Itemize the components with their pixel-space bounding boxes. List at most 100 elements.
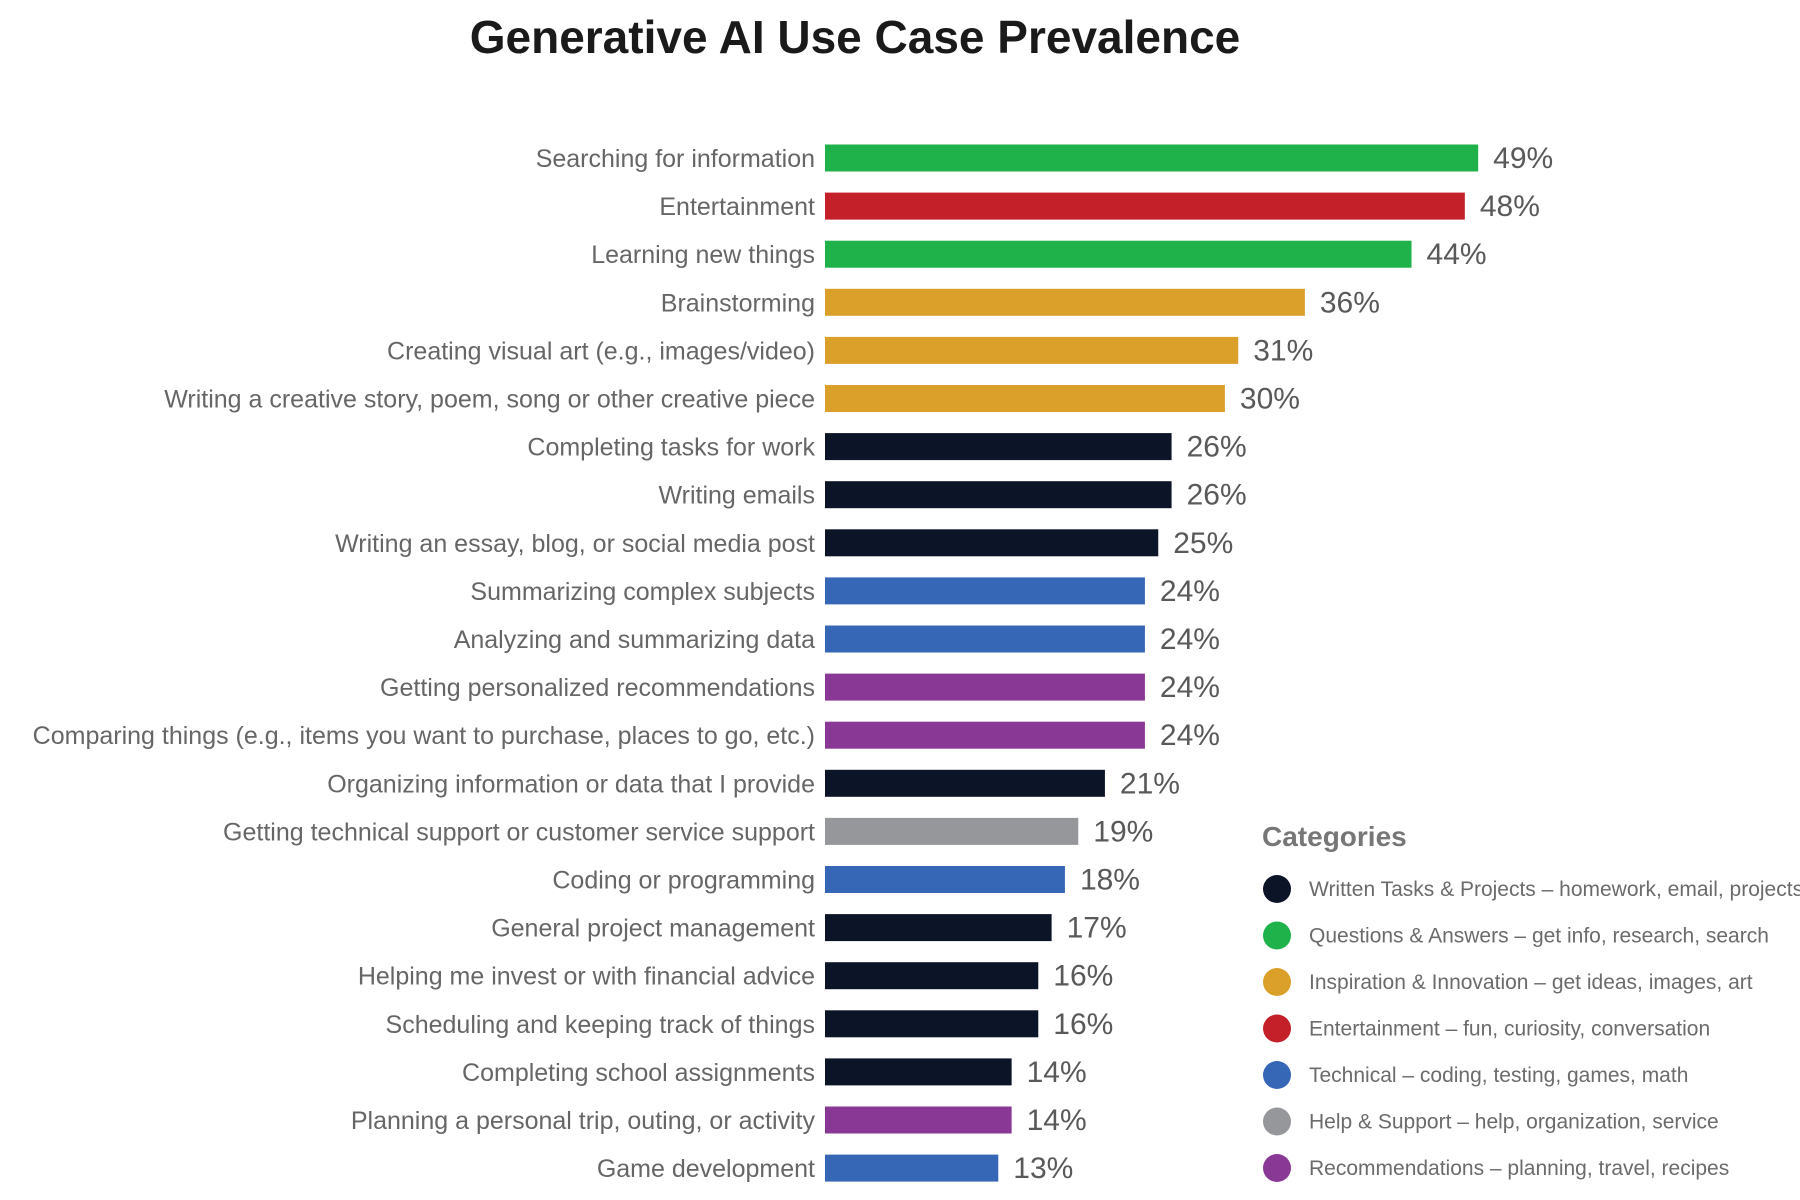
bar bbox=[825, 721, 1145, 749]
category-label: Writing an essay, blog, or social media … bbox=[335, 530, 815, 558]
bar bbox=[825, 336, 1239, 364]
bar bbox=[825, 240, 1412, 268]
bar-row: Writing a creative story, poem, song or … bbox=[164, 383, 1300, 416]
value-label: 36% bbox=[1320, 286, 1380, 319]
value-label: 14% bbox=[1027, 1056, 1087, 1089]
legend-label: Recommendations – planning, travel, reci… bbox=[1309, 1157, 1729, 1180]
bar bbox=[825, 866, 1065, 893]
category-label: Searching for information bbox=[536, 145, 815, 173]
category-label: Creating visual art (e.g., images/video) bbox=[387, 337, 815, 365]
category-label: Coding or programming bbox=[552, 867, 815, 895]
category-label: Entertainment bbox=[659, 193, 815, 221]
value-label: 16% bbox=[1053, 1008, 1113, 1041]
bar-row: Writing emails 26% bbox=[658, 479, 1246, 512]
category-label: Summarizing complex subjects bbox=[470, 578, 815, 606]
value-label: 17% bbox=[1067, 912, 1127, 945]
bar bbox=[825, 914, 1052, 942]
bar bbox=[825, 385, 1225, 412]
bar bbox=[825, 962, 1039, 990]
bar-row: Writing an essay, blog, or social media … bbox=[335, 527, 1233, 560]
value-label: 26% bbox=[1187, 431, 1247, 464]
category-label: General project management bbox=[491, 915, 815, 943]
bar-row: Scheduling and keeping track of things 16… bbox=[386, 1008, 1114, 1041]
bar-row: Game development 13% bbox=[597, 1152, 1074, 1185]
bar-row: Learning new things 44% bbox=[591, 238, 1486, 271]
bar bbox=[825, 529, 1159, 557]
category-label: Brainstorming bbox=[661, 289, 815, 317]
value-label: 24% bbox=[1160, 623, 1220, 656]
bar-row: Analyzing and summarizing data 24% bbox=[454, 623, 1220, 656]
bar-row: Helping me invest or with financial advi… bbox=[358, 960, 1113, 993]
value-label: 25% bbox=[1173, 527, 1233, 560]
category-label: Helping me invest or with financial advi… bbox=[358, 963, 815, 991]
legend: Categories Written Tasks & Projects – ho… bbox=[1262, 821, 1800, 1182]
value-label: 48% bbox=[1480, 190, 1540, 223]
bar-row: General project management 17% bbox=[491, 912, 1126, 945]
category-label: Organizing information or data that I pr… bbox=[327, 770, 815, 798]
legend-item: Entertainment – fun, curiosity, conversa… bbox=[1263, 1014, 1710, 1043]
legend-swatch-icon bbox=[1263, 921, 1291, 950]
bar bbox=[825, 481, 1172, 509]
bar bbox=[825, 1058, 1012, 1086]
bar bbox=[825, 769, 1105, 797]
value-label: 24% bbox=[1160, 671, 1220, 704]
legend-label: Questions & Answers – get info, research… bbox=[1309, 925, 1769, 948]
bar-row: Completing tasks for work 26% bbox=[527, 431, 1246, 464]
bar bbox=[825, 192, 1465, 220]
legend-item: Technical – coding, testing, games, math bbox=[1263, 1061, 1688, 1089]
legend-label: Technical – coding, testing, games, math bbox=[1309, 1064, 1688, 1087]
legend-label: Help & Support – help, organization, ser… bbox=[1309, 1111, 1719, 1134]
legend-item: Recommendations – planning, travel, reci… bbox=[1263, 1154, 1729, 1182]
bar-row: Getting personalized recommendations 24% bbox=[380, 671, 1220, 704]
bar bbox=[825, 144, 1479, 172]
bar bbox=[825, 1106, 1012, 1134]
value-label: 13% bbox=[1013, 1152, 1073, 1185]
legend-item: Questions & Answers – get info, research… bbox=[1263, 921, 1769, 950]
bar-row: Comparing things (e.g., items you want t… bbox=[33, 719, 1220, 752]
bars-group: Searching for information 49% Entertainmen… bbox=[33, 142, 1554, 1185]
value-label: 44% bbox=[1427, 238, 1487, 271]
category-label: Analyzing and summarizing data bbox=[454, 626, 815, 654]
bar bbox=[825, 817, 1079, 845]
value-label: 16% bbox=[1053, 960, 1113, 993]
legend-label: Written Tasks & Projects – homework, ema… bbox=[1309, 878, 1800, 901]
category-label: Getting personalized recommendations bbox=[380, 674, 815, 702]
value-label: 21% bbox=[1120, 767, 1180, 800]
bar-row: Planning a personal trip, outing, or act… bbox=[351, 1104, 1087, 1137]
category-label: Scheduling and keeping track of things bbox=[386, 1011, 815, 1039]
bar-row: Brainstorming 36% bbox=[661, 286, 1380, 319]
category-label: Writing a creative story, poem, song or … bbox=[164, 386, 815, 414]
legend-label: Entertainment – fun, curiosity, conversa… bbox=[1309, 1018, 1710, 1041]
category-label: Learning new things bbox=[591, 241, 815, 269]
legend-item: Written Tasks & Projects – homework, ema… bbox=[1263, 875, 1800, 903]
bar-row: Creating visual art (e.g., images/video)… bbox=[387, 334, 1313, 367]
category-label: Completing tasks for work bbox=[527, 434, 815, 462]
bar-row: Completing school assignments 14% bbox=[462, 1056, 1087, 1089]
bar-row: Searching for information 49% bbox=[536, 142, 1554, 175]
bar bbox=[825, 1154, 999, 1182]
category-label: Comparing things (e.g., items you want t… bbox=[33, 722, 815, 750]
legend-swatch-icon bbox=[1263, 1014, 1291, 1043]
bar bbox=[825, 577, 1145, 605]
category-label: Planning a personal trip, outing, or act… bbox=[351, 1107, 816, 1135]
legend-swatch-icon bbox=[1263, 1154, 1291, 1182]
bar-row: Entertainment 48% bbox=[659, 190, 1540, 223]
value-label: 49% bbox=[1493, 142, 1553, 175]
bar bbox=[825, 1010, 1039, 1038]
legend-item: Inspiration & Innovation – get ideas, im… bbox=[1263, 968, 1753, 996]
value-label: 14% bbox=[1027, 1104, 1087, 1137]
chart-title: Generative AI Use Case Prevalence bbox=[470, 11, 1241, 63]
value-label: 26% bbox=[1187, 479, 1247, 512]
bar-row: Getting technical support or customer se… bbox=[223, 815, 1153, 848]
value-label: 31% bbox=[1253, 334, 1313, 367]
value-label: 19% bbox=[1093, 815, 1153, 848]
category-label: Game development bbox=[597, 1155, 815, 1183]
value-label: 30% bbox=[1240, 383, 1300, 416]
bar-row: Summarizing complex subjects 24% bbox=[470, 575, 1220, 608]
bar-row: Organizing information or data that I pr… bbox=[327, 767, 1180, 800]
bar-row: Coding or programming 18% bbox=[552, 864, 1140, 897]
category-label: Writing emails bbox=[658, 482, 815, 510]
bar bbox=[825, 625, 1145, 653]
legend-label: Inspiration & Innovation – get ideas, im… bbox=[1309, 971, 1753, 994]
